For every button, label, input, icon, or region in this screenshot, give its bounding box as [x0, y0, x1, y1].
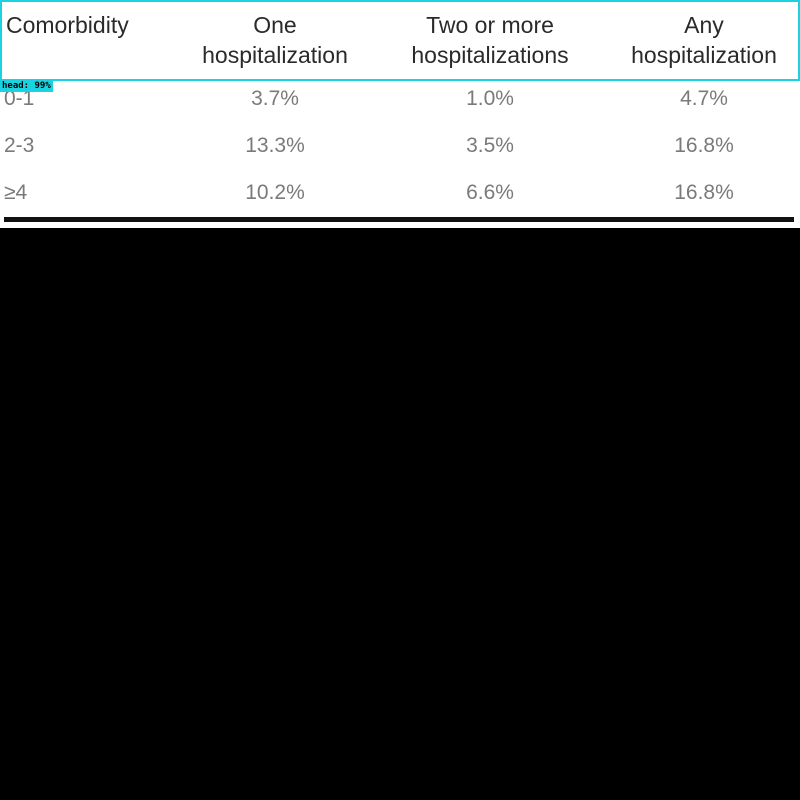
table-cell-one: 3.7% [251, 87, 299, 110]
detection-box-head [0, 0, 800, 81]
table-cell-two-or-more: 1.0% [466, 87, 514, 110]
header-any-hospitalization: Any hospitalization [612, 10, 796, 70]
header-comorbidity-line1: Comorbidity [6, 12, 129, 38]
table-cell-comorbidity: ≥4 [4, 181, 28, 204]
header-any-hospitalization-line1: Any [684, 12, 724, 38]
table-cell-two-or-more: 6.6% [466, 181, 514, 204]
table-cell-any: 4.7% [680, 87, 728, 110]
header-comorbidity: Comorbidity [6, 10, 129, 40]
table-cell-comorbidity: 2-3 [4, 134, 35, 157]
comorbidity-table: Comorbidity One hospitalization Two or m… [0, 0, 800, 228]
table-cell-any: 16.8% [674, 134, 734, 157]
table-cell-two-or-more: 3.5% [466, 134, 514, 157]
table-cell-one: 10.2% [245, 181, 305, 204]
table-cell-one: 13.3% [245, 134, 305, 157]
header-one-hospitalization: One hospitalization [180, 10, 370, 70]
header-any-hospitalization-line2: hospitalization [631, 42, 777, 68]
header-two-or-more-line1: Two or more [426, 12, 554, 38]
header-two-or-more-hospitalizations: Two or more hospitalizations [385, 10, 595, 70]
table-cell-comorbidity: 0-1 [4, 87, 35, 110]
table-cell-any: 16.8% [674, 181, 734, 204]
header-one-hospitalization-line2: hospitalization [202, 42, 348, 68]
header-two-or-more-line2: hospitalizations [411, 42, 569, 68]
header-one-hospitalization-line1: One [253, 12, 297, 38]
table-bottom-rule [4, 217, 794, 222]
detection-label: head: 99% [0, 81, 53, 92]
